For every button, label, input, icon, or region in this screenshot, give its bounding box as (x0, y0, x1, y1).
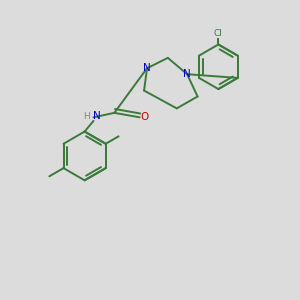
Text: H: H (83, 112, 90, 121)
Text: O: O (141, 112, 149, 122)
Text: N: N (93, 111, 101, 121)
Text: N: N (183, 69, 191, 79)
Text: N: N (143, 63, 151, 73)
Text: Cl: Cl (214, 29, 223, 38)
